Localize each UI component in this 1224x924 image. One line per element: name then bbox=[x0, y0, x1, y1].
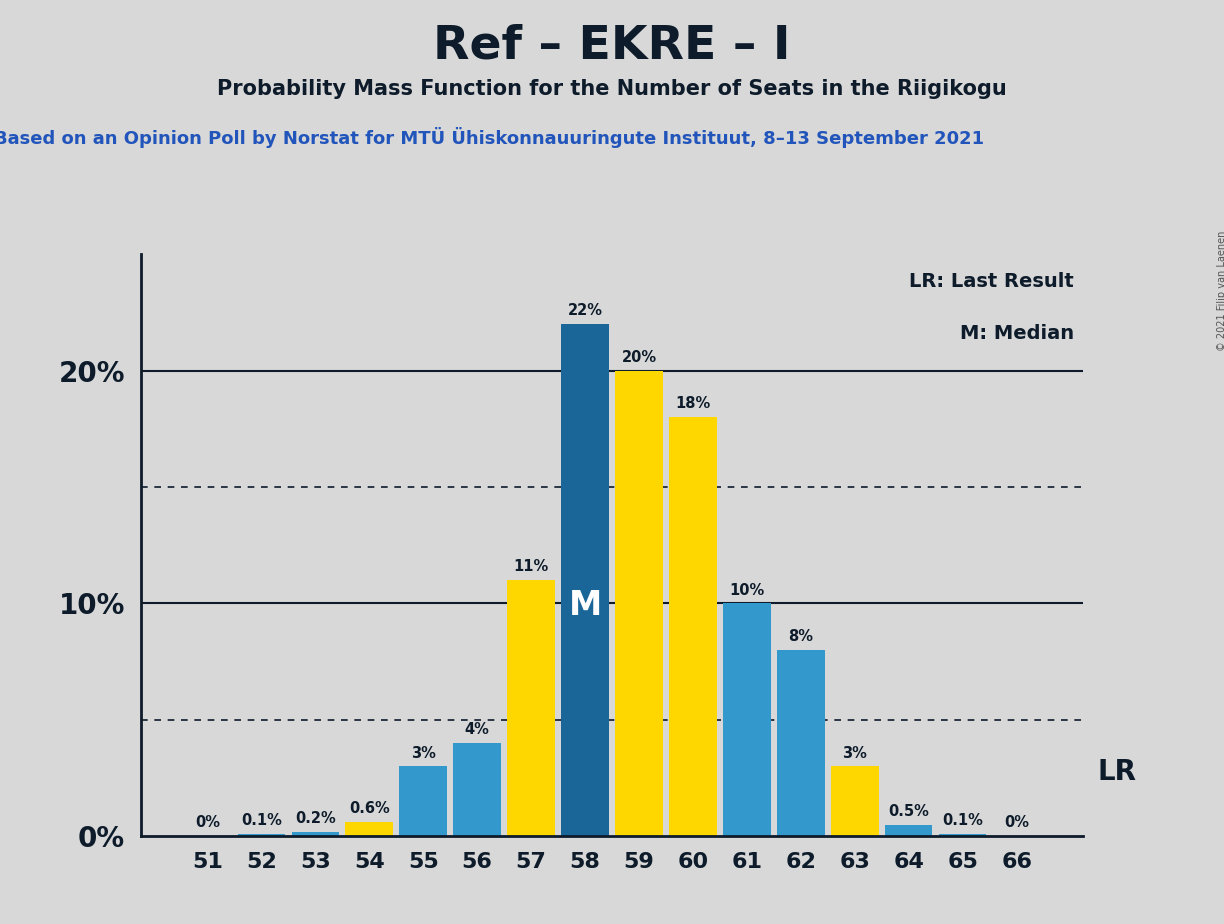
Text: 0.6%: 0.6% bbox=[349, 801, 389, 817]
Bar bbox=[237, 833, 285, 836]
Text: M: Median: M: Median bbox=[960, 324, 1073, 343]
Text: 0.1%: 0.1% bbox=[942, 813, 983, 828]
Text: 18%: 18% bbox=[676, 396, 711, 411]
Text: 11%: 11% bbox=[513, 559, 548, 574]
Bar bbox=[885, 824, 933, 836]
Text: LR: LR bbox=[1098, 759, 1136, 786]
Bar bbox=[670, 417, 717, 836]
Text: 0%: 0% bbox=[1004, 815, 1029, 831]
Bar bbox=[616, 371, 662, 836]
Text: 10%: 10% bbox=[730, 582, 765, 598]
Text: © 2021 Filip van Laenen: © 2021 Filip van Laenen bbox=[1217, 231, 1224, 351]
Bar bbox=[777, 650, 825, 836]
Text: Ref – EKRE – I: Ref – EKRE – I bbox=[433, 23, 791, 68]
Bar bbox=[939, 833, 987, 836]
Bar bbox=[345, 822, 393, 836]
Text: 0.2%: 0.2% bbox=[295, 810, 335, 826]
Text: Probability Mass Function for the Number of Seats in the Riigikogu: Probability Mass Function for the Number… bbox=[217, 79, 1007, 99]
Text: Based on an Opinion Poll by Norstat for MTÜ Ühiskonnauuringute Instituut, 8–13 S: Based on an Opinion Poll by Norstat for … bbox=[0, 127, 984, 148]
Text: 0.5%: 0.5% bbox=[889, 804, 929, 819]
Bar bbox=[831, 766, 879, 836]
Text: 0.1%: 0.1% bbox=[241, 813, 282, 828]
Text: 22%: 22% bbox=[568, 303, 602, 318]
Text: M: M bbox=[568, 590, 602, 622]
Text: 0%: 0% bbox=[195, 815, 220, 831]
Bar bbox=[507, 580, 554, 836]
Text: 4%: 4% bbox=[465, 723, 490, 737]
Bar bbox=[291, 832, 339, 836]
Bar bbox=[399, 766, 447, 836]
Text: 8%: 8% bbox=[788, 629, 813, 644]
Text: 3%: 3% bbox=[411, 746, 436, 760]
Text: 3%: 3% bbox=[842, 746, 868, 760]
Bar bbox=[453, 743, 501, 836]
Text: LR: Last Result: LR: Last Result bbox=[909, 272, 1073, 290]
Bar bbox=[562, 324, 608, 836]
Text: 20%: 20% bbox=[622, 349, 656, 365]
Bar bbox=[723, 603, 771, 836]
